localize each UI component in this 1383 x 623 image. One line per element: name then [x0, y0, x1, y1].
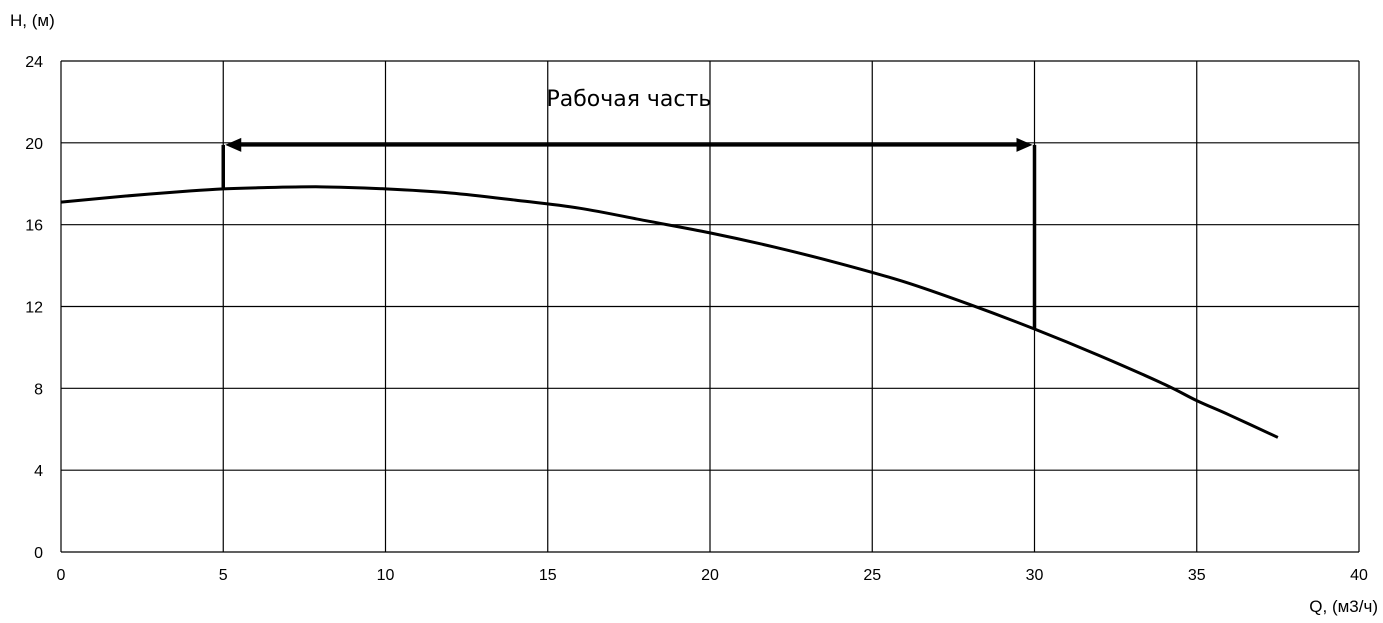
y-tick-labels: 0 4 8 12 16 20 24	[25, 54, 43, 562]
range-arrowhead-right	[1016, 137, 1033, 152]
series-group	[60, 185, 1279, 439]
y-axis-label: H, (м)	[10, 11, 55, 30]
x-tick-label: 10	[377, 567, 395, 584]
x-tick-label: 25	[863, 567, 881, 584]
y-tick-label: 8	[34, 381, 43, 398]
y-tick-label: 0	[34, 545, 43, 562]
x-tick-label: 15	[539, 567, 557, 584]
x-tick-label: 30	[1026, 567, 1044, 584]
x-axis-label: Q, (м3/ч)	[1309, 597, 1378, 616]
y-tick-label: 16	[25, 218, 43, 235]
y-tick-label: 24	[25, 54, 43, 71]
y-tick-label: 20	[25, 136, 43, 153]
range-arrowhead-left	[225, 137, 242, 152]
series-line	[60, 185, 1279, 439]
x-tick-label: 35	[1188, 567, 1206, 584]
x-tick-label: 40	[1350, 567, 1368, 584]
x-tick-label: 20	[701, 567, 719, 584]
grid	[60, 60, 1360, 553]
x-tick-label: 0	[57, 567, 66, 584]
annotations-group: Рабочая часть	[221, 87, 1037, 330]
y-tick-label: 4	[34, 463, 43, 480]
range-annotation-label: Рабочая часть	[546, 87, 711, 112]
x-tick-label: 5	[219, 567, 228, 584]
x-tick-labels: 0 5 10 15 20 25 30 35 40	[57, 567, 1368, 584]
y-tick-label: 12	[25, 300, 43, 317]
